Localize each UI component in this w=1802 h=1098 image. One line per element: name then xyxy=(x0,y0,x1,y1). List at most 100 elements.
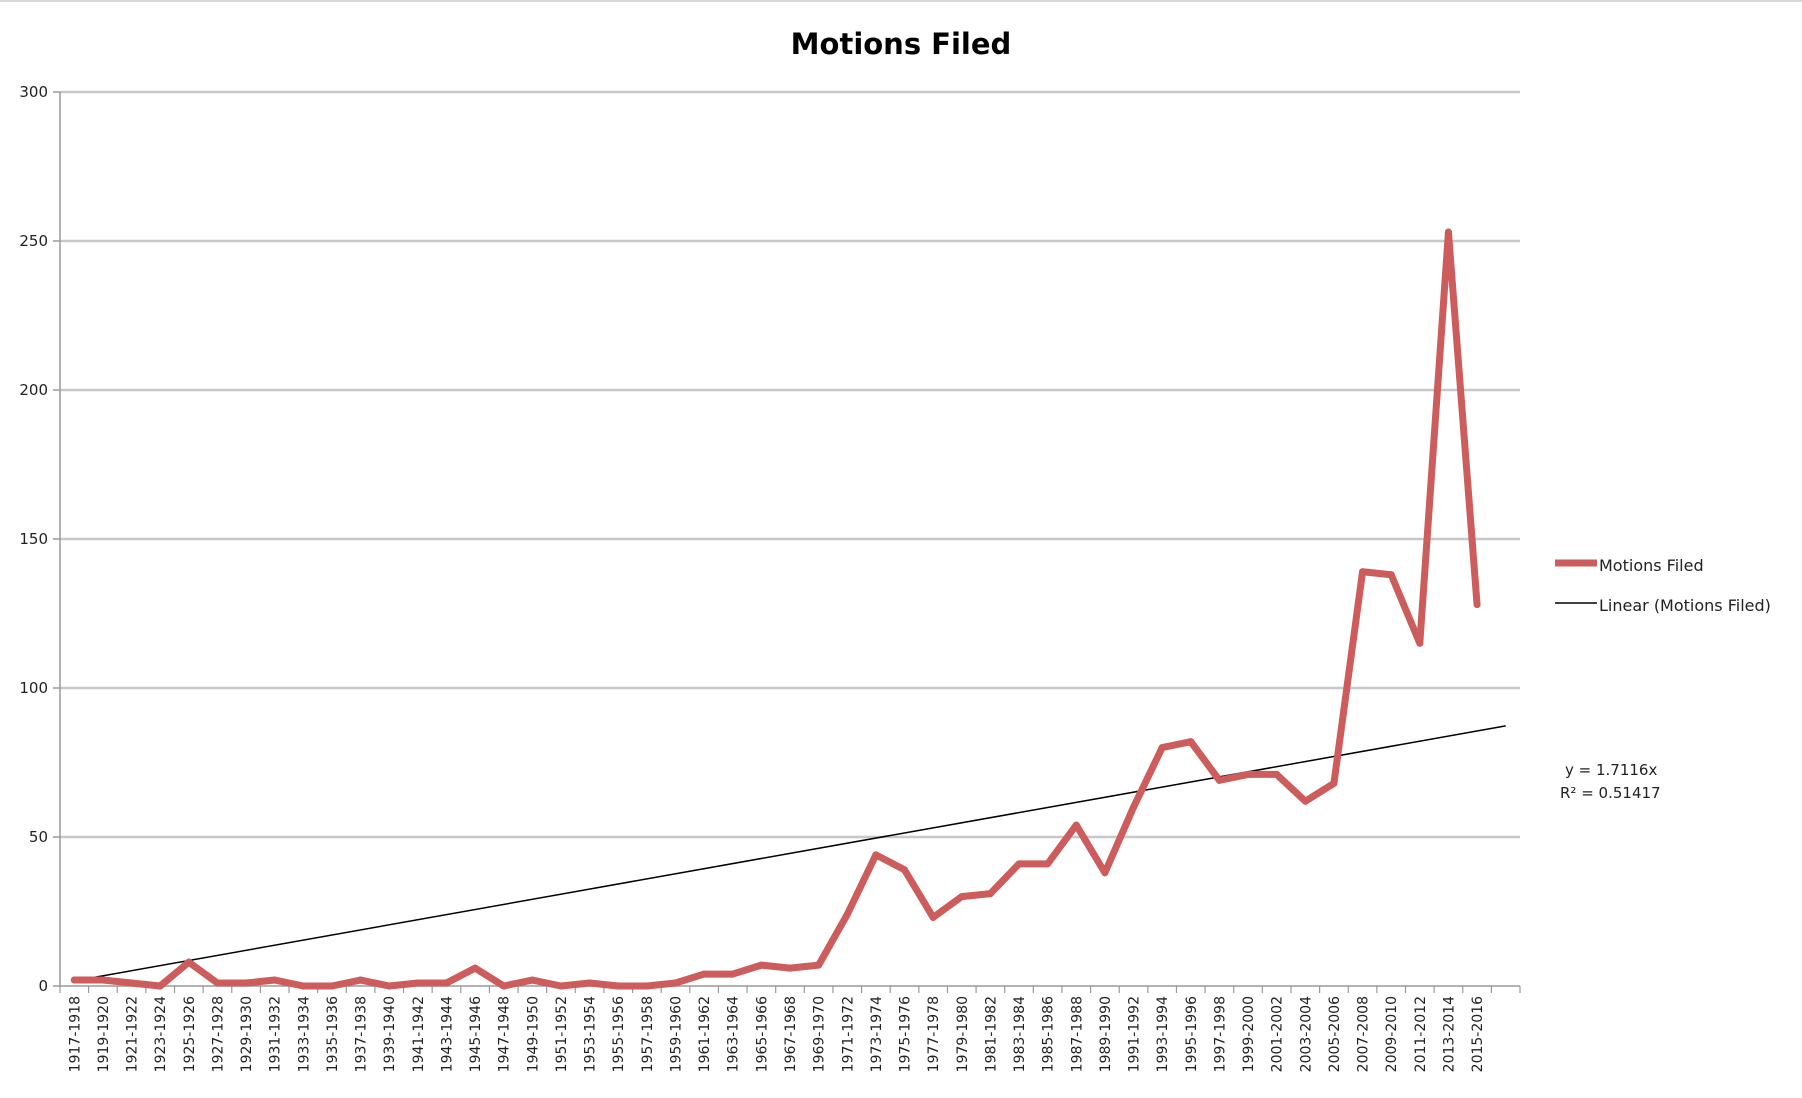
x-tick-label-2015-2016: 2015-2016 xyxy=(1470,996,1486,1072)
x-tick-label-1995-1996: 1995-1996 xyxy=(1184,996,1200,1072)
trendline-equation: y = 1.7116x R² = 0.51417 xyxy=(1560,761,1661,802)
data-point-1925-1926 xyxy=(185,958,193,966)
x-tick-label-1967-1968: 1967-1968 xyxy=(783,996,799,1072)
y-axis-ticks: 0 50 100 150 200 250 300 xyxy=(19,83,60,995)
legend-label-motions-filed: Motions Filed xyxy=(1599,556,1704,575)
data-point-1975-1976 xyxy=(901,866,909,874)
x-tick-label-1929-1930: 1929-1930 xyxy=(239,996,255,1072)
data-point-1935-1936 xyxy=(328,982,336,990)
legend-label-linear-trend: Linear (Motions Filed) xyxy=(1599,596,1771,615)
data-point-1959-1960 xyxy=(671,979,679,987)
data-point-1937-1938 xyxy=(357,976,365,984)
x-tick-label-1953-1954: 1953-1954 xyxy=(583,996,599,1072)
data-point-1999-2000 xyxy=(1244,770,1252,778)
data-point-1939-1940 xyxy=(385,982,393,990)
y-tick-label-300: 300 xyxy=(19,83,48,101)
x-tick-label-1957-1958: 1957-1958 xyxy=(640,996,656,1072)
x-tick-label-1965-1966: 1965-1966 xyxy=(754,996,770,1072)
trendline-r-squared-text: R² = 0.51417 xyxy=(1560,784,1661,802)
data-point-1951-1952 xyxy=(557,982,565,990)
data-point-1921-1922 xyxy=(128,979,136,987)
y-tick-label-100: 100 xyxy=(19,679,48,697)
x-tick-label-1975-1976: 1975-1976 xyxy=(898,996,914,1072)
x-tick-label-1939-1940: 1939-1940 xyxy=(382,996,398,1072)
x-tick-label-1941-1942: 1941-1942 xyxy=(411,996,427,1072)
data-point-1987-1988 xyxy=(1072,821,1080,829)
data-point-1993-1994 xyxy=(1158,744,1166,752)
data-point-1931-1932 xyxy=(271,976,279,984)
data-point-2003-2004 xyxy=(1301,797,1309,805)
data-point-1995-1996 xyxy=(1187,738,1195,746)
top-border xyxy=(0,0,1802,2)
data-point-1997-1998 xyxy=(1215,776,1223,784)
x-tick-label-1925-1926: 1925-1926 xyxy=(182,996,198,1072)
x-tick-label-1955-1956: 1955-1956 xyxy=(611,996,627,1072)
data-point-1929-1930 xyxy=(242,979,250,987)
x-tick-label-1981-1982: 1981-1982 xyxy=(983,996,999,1072)
x-tick-label-1983-1984: 1983-1984 xyxy=(1012,996,1028,1072)
chart-title: Motions Filed xyxy=(791,27,1012,61)
data-point-2015-2016 xyxy=(1473,601,1481,609)
x-tick-label-2003-2004: 2003-2004 xyxy=(1298,996,1314,1072)
x-tick-label-1973-1974: 1973-1974 xyxy=(869,996,885,1072)
x-tick-label-2013-2014: 2013-2014 xyxy=(1441,996,1457,1072)
x-tick-label-1961-1962: 1961-1962 xyxy=(697,996,713,1072)
data-point-1947-1948 xyxy=(500,982,508,990)
data-point-1955-1956 xyxy=(614,982,622,990)
data-point-1957-1958 xyxy=(643,982,651,990)
data-point-1961-1962 xyxy=(700,970,708,978)
gridlines xyxy=(60,90,1520,839)
data-point-1973-1974 xyxy=(872,851,880,859)
data-point-2007-2008 xyxy=(1359,568,1367,576)
x-tick-label-1921-1922: 1921-1922 xyxy=(125,996,141,1072)
trendline-group xyxy=(74,725,1506,982)
data-point-1989-1990 xyxy=(1101,869,1109,877)
y-tick-label-150: 150 xyxy=(19,530,48,548)
data-point-2001-2002 xyxy=(1273,770,1281,778)
data-point-1967-1968 xyxy=(786,964,794,972)
data-point-1965-1966 xyxy=(757,961,765,969)
x-tick-label-1987-1988: 1987-1988 xyxy=(1069,996,1085,1072)
x-tick-label-1959-1960: 1959-1960 xyxy=(668,996,684,1072)
x-tick-label-1963-1964: 1963-1964 xyxy=(726,996,742,1072)
x-tick-label-1923-1924: 1923-1924 xyxy=(153,996,169,1072)
x-tick-label-1999-2000: 1999-2000 xyxy=(1241,996,1257,1072)
data-point-1943-1944 xyxy=(442,979,450,987)
legend: Motions Filed Linear (Motions Filed) xyxy=(1555,556,1771,615)
x-tick-label-2007-2008: 2007-2008 xyxy=(1356,996,1372,1072)
data-point-1945-1946 xyxy=(471,964,479,972)
x-tick-label-1985-1986: 1985-1986 xyxy=(1041,996,1057,1072)
x-tick-label-1971-1972: 1971-1972 xyxy=(840,996,856,1072)
y-tick-label-50: 50 xyxy=(29,828,48,846)
data-point-2011-2012 xyxy=(1416,639,1424,647)
data-point-1923-1924 xyxy=(156,982,164,990)
x-tick-label-1917-1918: 1917-1918 xyxy=(67,996,83,1072)
data-point-2009-2010 xyxy=(1387,571,1395,579)
y-tick-label-200: 200 xyxy=(19,381,48,399)
data-point-1983-1984 xyxy=(1015,860,1023,868)
series-line-motions-filed xyxy=(70,228,1481,990)
data-point-1919-1920 xyxy=(99,976,107,984)
x-tick-label-2009-2010: 2009-2010 xyxy=(1384,996,1400,1072)
x-tick-label-1943-1944: 1943-1944 xyxy=(439,996,455,1072)
x-tick-label-1933-1934: 1933-1934 xyxy=(296,996,312,1072)
data-point-1933-1934 xyxy=(299,982,307,990)
data-point-1981-1982 xyxy=(986,890,994,898)
x-tick-label-1979-1980: 1979-1980 xyxy=(955,996,971,1072)
data-point-1969-1970 xyxy=(815,961,823,969)
data-point-1977-1978 xyxy=(929,913,937,921)
data-point-1991-1992 xyxy=(1130,803,1138,811)
x-tick-label-1977-1978: 1977-1978 xyxy=(926,996,942,1072)
x-tick-label-1989-1990: 1989-1990 xyxy=(1098,996,1114,1072)
data-point-1963-1964 xyxy=(729,970,737,978)
data-point-2013-2014 xyxy=(1444,228,1452,236)
x-tick-label-1919-1920: 1919-1920 xyxy=(96,996,112,1072)
x-tick-label-1969-1970: 1969-1970 xyxy=(812,996,828,1072)
data-point-1927-1928 xyxy=(213,979,221,987)
trendline-equation-text: y = 1.7116x xyxy=(1565,761,1657,779)
data-point-1949-1950 xyxy=(528,976,536,984)
y-tick-label-0: 0 xyxy=(38,977,48,995)
x-tick-label-1945-1946: 1945-1946 xyxy=(468,996,484,1072)
x-tick-label-1931-1932: 1931-1932 xyxy=(268,996,284,1072)
